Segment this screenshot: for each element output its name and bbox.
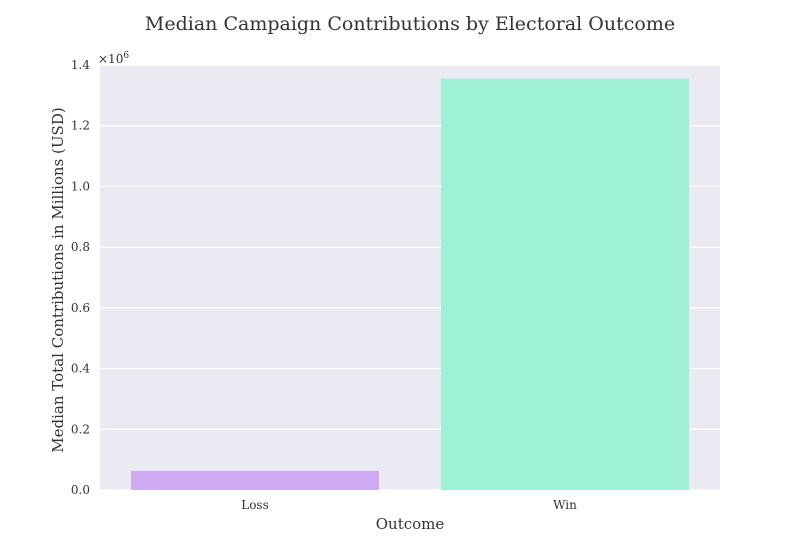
y-offset-label: ×106 — [98, 51, 129, 66]
y-tick-label: 1.4 — [71, 58, 90, 72]
y-tick-label: 0.6 — [71, 301, 90, 315]
y-tick-label: 0.0 — [71, 483, 90, 497]
chart-title: Median Campaign Contributions by Elector… — [145, 13, 675, 35]
y-tick-label: 1.2 — [71, 119, 90, 133]
y-offset-exponent: 6 — [123, 51, 129, 61]
y-tick-label: 1.0 — [71, 179, 90, 193]
x-tick-label-loss: Loss — [241, 498, 269, 512]
bar-win — [441, 78, 689, 491]
y-axis-label: Median Total Contributions in Millions (… — [49, 107, 67, 452]
y-tick-label: 0.8 — [71, 240, 90, 254]
y-tick-label: 0.2 — [71, 422, 90, 436]
y-offset-base: ×10 — [98, 52, 123, 66]
x-axis-label: Outcome — [376, 515, 445, 533]
bar-loss — [131, 470, 379, 490]
x-tick-labels: Loss Win — [241, 498, 577, 512]
y-tick-label: 0.4 — [71, 362, 90, 376]
bars — [131, 78, 689, 491]
y-tick-labels: 0.0 0.2 0.4 0.6 0.8 1.0 1.2 1.4 — [71, 58, 90, 497]
x-tick-label-win: Win — [553, 498, 577, 512]
